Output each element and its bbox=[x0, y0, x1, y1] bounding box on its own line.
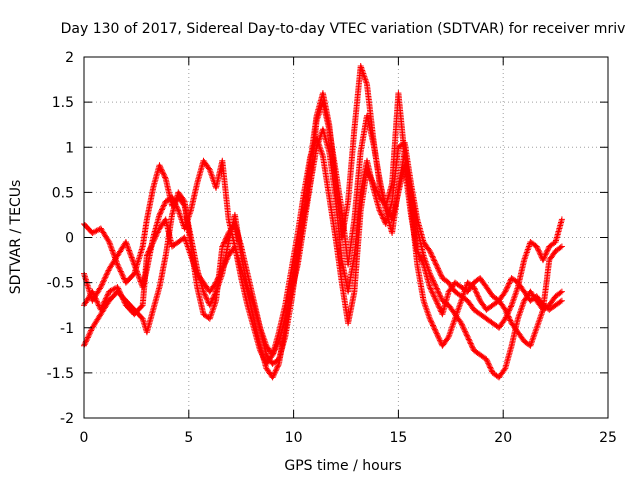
data-series-track-3 bbox=[81, 135, 565, 367]
y-tick-label: -1.5 bbox=[47, 366, 74, 382]
x-tick-label: 15 bbox=[389, 430, 407, 446]
y-tick-label: -0.5 bbox=[47, 276, 74, 292]
x-axis-label: GPS time / hours bbox=[284, 458, 401, 474]
grid-lines bbox=[84, 57, 608, 418]
x-tick-label: 5 bbox=[184, 430, 193, 446]
y-tick-label: 1.5 bbox=[52, 95, 74, 111]
x-tick-label: 0 bbox=[80, 430, 89, 446]
y-tick-label: 1 bbox=[65, 140, 74, 156]
x-tick-label: 25 bbox=[599, 430, 617, 446]
y-tick-label: -2 bbox=[60, 411, 74, 427]
plot-frame bbox=[84, 57, 608, 418]
y-tick-label: 2 bbox=[65, 50, 74, 66]
y-tick-label: -1 bbox=[60, 321, 74, 337]
chart-title: Day 130 of 2017, Sidereal Day-to-day VTE… bbox=[61, 21, 626, 37]
data-marks bbox=[81, 63, 565, 380]
y-tick-label: 0 bbox=[65, 231, 74, 247]
y-axis-label: SDTVAR / TECUs bbox=[8, 180, 24, 295]
x-tick-label: 10 bbox=[285, 430, 303, 446]
x-tick-label: 20 bbox=[494, 430, 512, 446]
y-tick-label: 0.5 bbox=[52, 185, 74, 201]
sdtvar-chart: Day 130 of 2017, Sidereal Day-to-day VTE… bbox=[0, 0, 640, 480]
